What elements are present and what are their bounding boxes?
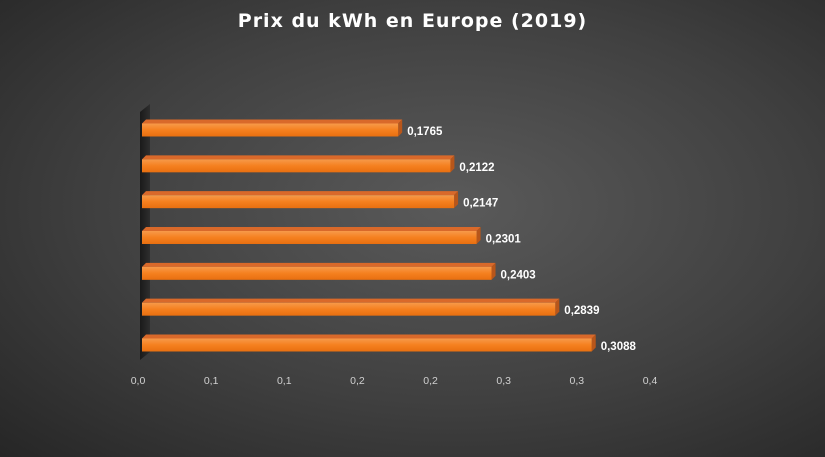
data-label: 0,2147 [463, 198, 498, 210]
bar-top [142, 298, 560, 303]
bar-front [142, 266, 492, 280]
bar-side [398, 119, 403, 137]
bar [142, 334, 596, 352]
data-label: 0,2839 [564, 305, 599, 317]
bar-front [142, 159, 451, 173]
bar-front [142, 302, 556, 316]
chart-title: Prix du kWh en Europe (2019) [237, 10, 588, 32]
bar-side [450, 155, 455, 173]
bar [142, 262, 496, 280]
bar-side [491, 262, 496, 280]
bar-top [142, 191, 459, 196]
x-tick-label: 0,1 [204, 375, 219, 387]
data-label: 0,2301 [486, 234, 522, 246]
bar [142, 191, 459, 209]
bar [142, 119, 403, 137]
bar-front [142, 231, 477, 244]
bar-side [454, 191, 459, 209]
bar-top [142, 155, 455, 160]
bar-front [142, 338, 592, 352]
bar-top [142, 119, 403, 124]
bar-side [555, 298, 560, 316]
bar-side [591, 334, 596, 352]
x-tick-label: 0,2 [350, 375, 365, 387]
bar [142, 155, 455, 173]
bar [142, 227, 481, 244]
x-tick-label: 0,3 [570, 375, 585, 387]
x-tick-label: 0,1 [277, 375, 292, 387]
bar-top [142, 227, 481, 231]
bar-top [142, 334, 596, 339]
bar-side [476, 227, 481, 244]
x-tick-label: 0,2 [423, 375, 438, 387]
bar-top [142, 262, 496, 267]
data-label: 0,1765 [407, 126, 443, 138]
bar [142, 298, 560, 316]
bar-front [142, 123, 399, 137]
x-tick-label: 0,3 [496, 375, 511, 387]
x-tick-label: 0,4 [643, 375, 658, 387]
data-label: 0,2403 [501, 269, 536, 281]
x-tick-label: 0,0 [131, 375, 146, 387]
data-label: 0,3088 [601, 341, 637, 353]
bar-front [142, 195, 455, 209]
data-label: 0,2122 [459, 162, 494, 174]
